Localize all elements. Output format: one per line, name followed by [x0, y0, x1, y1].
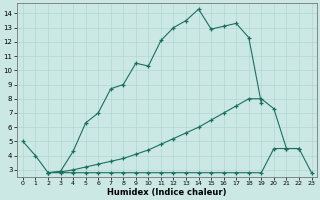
- X-axis label: Humidex (Indice chaleur): Humidex (Indice chaleur): [107, 188, 226, 197]
